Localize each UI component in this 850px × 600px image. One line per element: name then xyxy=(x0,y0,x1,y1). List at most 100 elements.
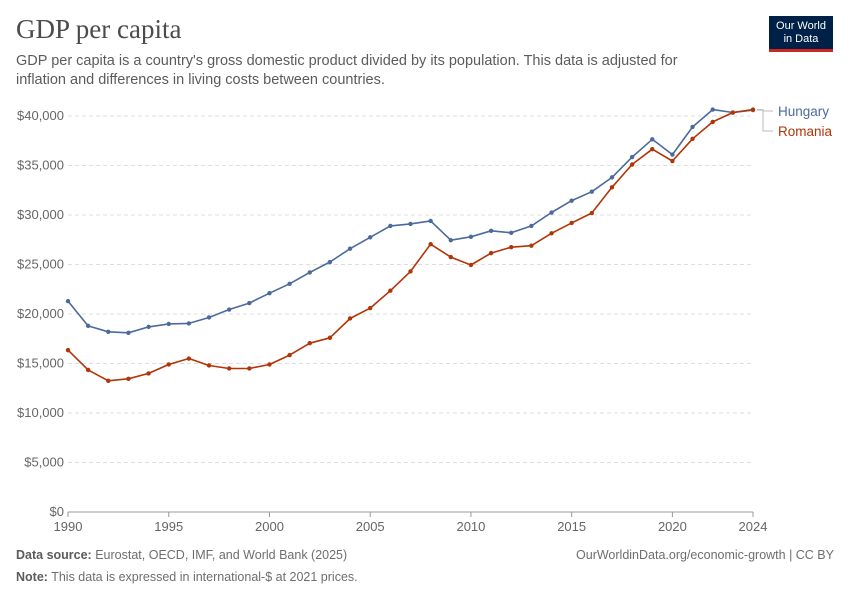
data-point xyxy=(186,356,192,361)
data-point xyxy=(408,221,413,227)
data-point xyxy=(126,376,131,382)
legend-label-romania: Romania xyxy=(778,124,833,139)
data-point xyxy=(388,223,393,229)
data-point xyxy=(549,231,554,236)
data-point xyxy=(609,185,615,190)
data-point xyxy=(549,210,554,215)
data-point xyxy=(569,220,574,226)
data-point xyxy=(226,366,232,371)
data-point xyxy=(488,228,494,234)
page-title: GDP per capita xyxy=(16,14,182,44)
data-point xyxy=(307,341,312,346)
data-point xyxy=(206,363,212,368)
legend-connector xyxy=(757,109,773,112)
data-point xyxy=(529,223,534,229)
y-tick-label: $15,000 xyxy=(17,356,64,371)
data-point xyxy=(629,162,635,167)
data-point xyxy=(468,262,474,268)
data-point xyxy=(347,316,353,321)
data-point xyxy=(368,235,373,240)
data-point xyxy=(650,137,655,142)
x-tick-label: 1990 xyxy=(54,519,83,534)
legend-label-hungary: Hungary xyxy=(778,104,829,119)
data-point xyxy=(569,198,574,203)
y-tick-label: $40,000 xyxy=(17,108,64,123)
data-source-label: Data source: xyxy=(16,548,92,562)
data-point xyxy=(307,270,312,275)
data-point xyxy=(166,321,171,327)
data-point xyxy=(428,218,433,224)
data-point xyxy=(428,242,433,247)
y-tick-label: $5,000 xyxy=(24,455,64,470)
data-point xyxy=(710,119,715,125)
data-source: Data source: Eurostat, OECD, IMF, and Wo… xyxy=(16,548,347,562)
data-point xyxy=(730,110,736,115)
x-tick-label: 2000 xyxy=(255,519,284,534)
data-point xyxy=(629,154,635,160)
data-point xyxy=(509,230,514,236)
logo-line-2: in Data xyxy=(783,33,819,45)
legend-connector xyxy=(757,109,773,132)
data-point xyxy=(267,362,272,367)
data-point xyxy=(287,281,292,287)
footer-url[interactable]: OurWorldinData.org/economic-growth | CC … xyxy=(576,548,834,562)
data-point xyxy=(267,291,272,296)
data-point xyxy=(488,250,494,256)
x-tick-label: 2020 xyxy=(658,519,687,534)
x-tick-label: 2010 xyxy=(456,519,485,534)
data-point xyxy=(327,335,333,340)
data-point xyxy=(65,298,71,304)
data-point xyxy=(146,324,151,330)
series-line-romania xyxy=(67,108,754,382)
data-point xyxy=(206,315,212,320)
data-point xyxy=(448,238,453,243)
y-tick-label: $10,000 xyxy=(17,405,64,420)
x-tick-label: 2015 xyxy=(557,519,586,534)
note-label: Note: xyxy=(16,570,48,584)
series-line-hungary xyxy=(67,108,754,334)
y-tick-label: $30,000 xyxy=(17,207,64,222)
data-point xyxy=(448,254,453,260)
data-point xyxy=(247,366,252,371)
data-point xyxy=(368,305,373,311)
data-point xyxy=(670,152,675,157)
data-point xyxy=(166,362,171,367)
data-point xyxy=(287,352,292,358)
data-point xyxy=(589,210,595,216)
logo-line-1: Our World xyxy=(776,20,826,32)
data-point xyxy=(126,330,131,336)
data-point xyxy=(690,124,695,130)
data-point xyxy=(509,244,514,250)
y-tick-label: $0 xyxy=(50,504,64,519)
footer-note: Note: This data is expressed in internat… xyxy=(16,570,358,584)
data-point xyxy=(468,234,474,239)
data-point xyxy=(146,371,151,376)
y-tick-label: $20,000 xyxy=(17,306,64,321)
chart-subtitle: GDP per capita is a country's gross dome… xyxy=(16,53,678,88)
data-point xyxy=(186,321,192,326)
data-point xyxy=(106,378,111,384)
y-tick-label: $35,000 xyxy=(17,158,64,173)
data-point xyxy=(85,367,91,373)
data-point xyxy=(327,259,333,265)
data-point xyxy=(690,136,695,141)
data-source-text: Eurostat, OECD, IMF, and World Bank (202… xyxy=(95,548,348,562)
data-point xyxy=(226,307,232,312)
note-text: This data is expressed in international-… xyxy=(51,570,358,584)
data-point xyxy=(710,107,715,112)
owid-logo[interactable]: Our World in Data xyxy=(769,16,833,52)
data-point xyxy=(750,107,756,112)
data-point xyxy=(106,329,111,335)
data-point xyxy=(408,269,413,274)
x-tick-label: 1995 xyxy=(154,519,183,534)
y-tick-label: $25,000 xyxy=(17,257,64,272)
data-point xyxy=(247,300,252,306)
data-point xyxy=(388,288,393,293)
data-point xyxy=(347,246,353,251)
x-tick-label: 2005 xyxy=(356,519,385,534)
data-point xyxy=(85,323,91,329)
data-point xyxy=(65,347,71,353)
data-point xyxy=(650,146,655,152)
x-tick-label: 2024 xyxy=(739,519,768,534)
